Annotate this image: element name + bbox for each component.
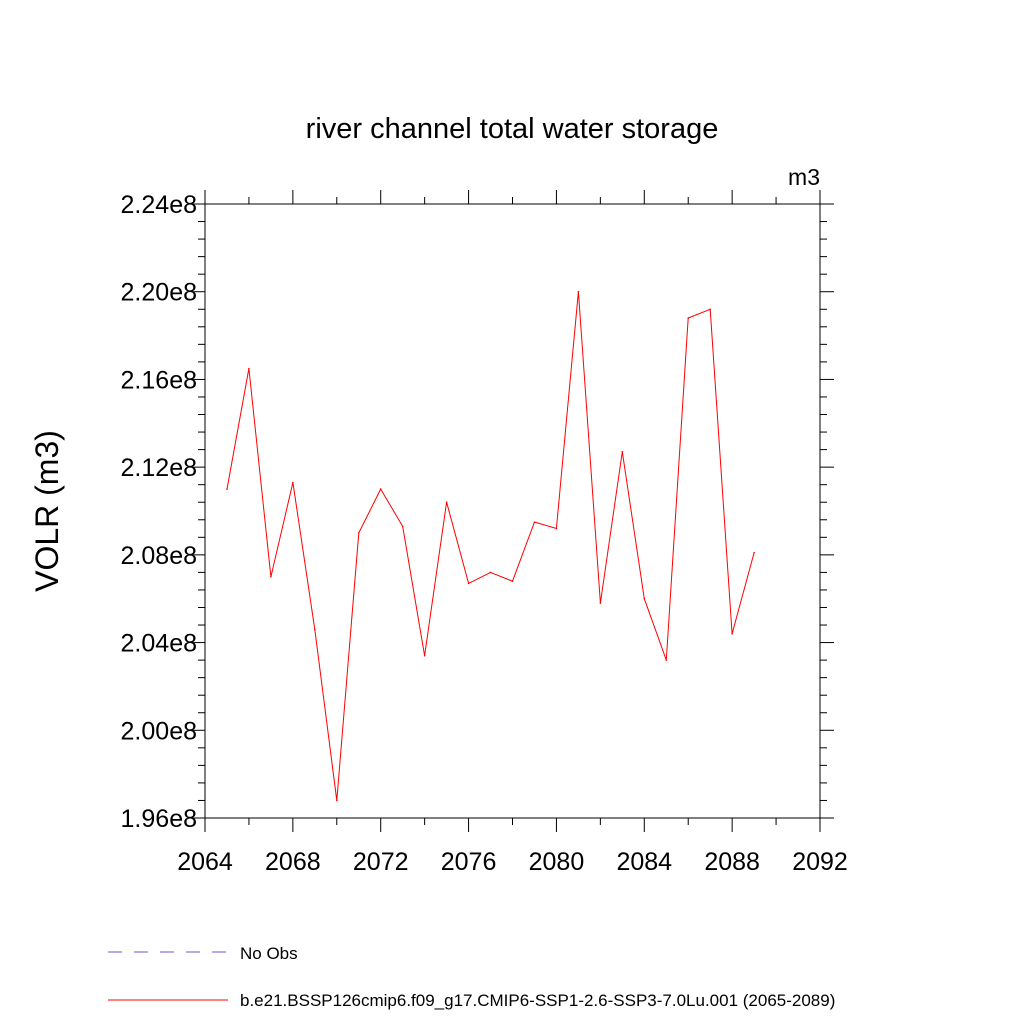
y-tick-label: 2.00e8	[121, 717, 197, 745]
x-tick-label: 2064	[177, 848, 233, 876]
data-point	[555, 527, 558, 530]
data-point	[445, 501, 448, 504]
series-line	[226, 291, 755, 801]
data-point	[336, 799, 338, 802]
data-point	[270, 576, 272, 578]
y-tick-label: 2.24e8	[121, 191, 197, 219]
data-point	[687, 317, 689, 319]
data-point	[379, 488, 382, 490]
series-layer	[226, 290, 755, 802]
x-tick-label: 2088	[704, 848, 760, 876]
data-point	[753, 551, 755, 554]
data-point	[489, 571, 492, 574]
data-point	[731, 633, 733, 635]
y-tick-label: 1.96e8	[121, 805, 197, 833]
y-tick-label: 2.16e8	[121, 366, 197, 394]
legend-label-no-obs: No Obs	[240, 944, 298, 963]
data-point	[665, 659, 668, 661]
y-tick-label: 2.12e8	[121, 454, 197, 482]
y-axis-tick-labels: 1.96e8 2.00e8 2.04e8 2.08e8 2.12e8 2.16e8 2.20…	[121, 191, 197, 833]
legend-label-model: b.e21.BSSP126cmip6.f09_g17.CMIP6-SSP1-2.…	[240, 991, 835, 1010]
axis-ticks	[191, 190, 834, 832]
chart-title: river channel total water storage	[306, 113, 719, 145]
data-point	[709, 308, 711, 311]
x-tick-label: 2072	[353, 848, 409, 876]
units-label: m3	[788, 164, 820, 190]
data-point	[643, 597, 646, 600]
data-point	[511, 580, 514, 582]
y-tick-label: 2.04e8	[121, 630, 197, 658]
data-point	[401, 525, 404, 528]
data-point	[533, 521, 536, 523]
x-tick-label: 2092	[792, 848, 848, 876]
data-point	[577, 290, 580, 293]
legend: No Obs b.e21.BSSP126cmip6.f09_g17.CMIP6-…	[108, 944, 835, 1010]
data-point	[358, 532, 360, 534]
y-axis-label: VOLR (m3)	[29, 430, 65, 592]
x-tick-label: 2084	[616, 848, 672, 876]
data-point	[621, 451, 624, 453]
x-tick-label: 2080	[529, 848, 585, 876]
x-tick-label: 2068	[265, 848, 321, 876]
data-point	[226, 488, 228, 490]
data-point	[314, 628, 316, 631]
data-point	[599, 602, 602, 604]
x-tick-label: 2076	[441, 848, 497, 876]
y-tick-label: 2.20e8	[121, 279, 197, 307]
data-point	[467, 582, 470, 585]
y-tick-label: 2.08e8	[121, 542, 197, 570]
data-point	[248, 367, 250, 370]
data-point	[423, 654, 426, 657]
data-point	[292, 481, 294, 484]
x-axis-tick-labels: 2064 2068 2072 2076 2080 2084 2088 2092	[177, 848, 848, 876]
